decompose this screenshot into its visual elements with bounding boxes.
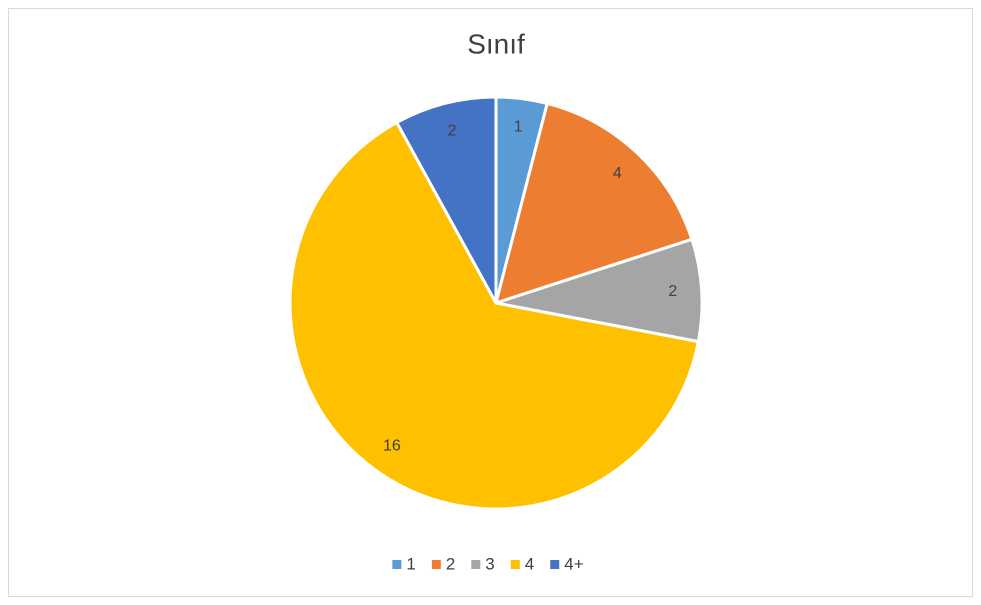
legend-swatch: [550, 560, 560, 569]
chart-title: Sınıf: [467, 28, 525, 59]
legend-label: 4: [525, 554, 534, 573]
legend-swatch: [510, 560, 520, 569]
pie-slice: [288, 120, 701, 511]
data-label: 2: [447, 123, 456, 140]
data-label: 2: [668, 283, 677, 300]
data-label: 1: [514, 118, 523, 135]
legend-swatch: [392, 560, 402, 569]
legend-label: 3: [485, 554, 494, 573]
legend-swatch: [431, 560, 441, 569]
pie-slice: [394, 95, 498, 304]
legend-label: 2: [446, 554, 455, 573]
pie-slice: [493, 101, 694, 306]
legend-swatch: [471, 560, 481, 569]
data-label: 4: [613, 165, 622, 182]
data-label: 16: [383, 438, 401, 455]
legend-label: 1: [406, 554, 415, 573]
legend-label: 4+: [564, 554, 583, 573]
pie-slice: [495, 237, 704, 344]
